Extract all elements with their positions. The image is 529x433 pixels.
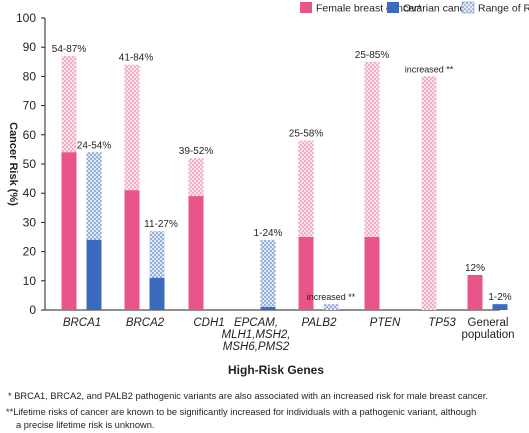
ovarian-solid-bar (492, 304, 508, 310)
breast-range-bar (421, 76, 437, 311)
breast-solid-bar (188, 196, 204, 310)
ovarian-data-label: increased ** (307, 292, 356, 302)
legend-swatch (461, 1, 475, 14)
x-axis-title: High-Risk Genes (228, 363, 324, 377)
x-category-label: PALB2 (302, 317, 338, 329)
footnote-increased-risk: **Lifetime risks of cancer are known to … (6, 406, 526, 432)
footnote-increased-risk-line1: **Lifetime risks of cancer are known to … (6, 407, 477, 417)
legend-label: Ovarian cancer (403, 3, 475, 15)
y-tick-label-20: 20 (23, 245, 37, 259)
y-tick-label-30: 30 (23, 215, 37, 229)
y-axis-title: Cancer Risk (%) (7, 122, 19, 206)
legend-swatch (300, 2, 312, 13)
ovarian-solid-bar (149, 277, 165, 310)
x-category-label: CDH1 (193, 317, 224, 329)
breast-solid-bar (364, 237, 380, 310)
x-category-label: MSH6,PMS2 (223, 341, 290, 353)
ovarian-range-bar (260, 239, 276, 310)
y-tick-label-90: 90 (23, 40, 37, 54)
ovarian-range-bar (323, 304, 339, 310)
y-tick-label-0: 0 (29, 303, 36, 317)
x-category-label: BRCA2 (126, 317, 165, 329)
breast-solid-bar (61, 152, 77, 310)
legend-label: Range of Reported Risk (478, 3, 529, 15)
y-tick-label-10: 10 (23, 274, 37, 288)
breast-data-label: 39-52% (179, 146, 214, 157)
breast-solid-bar (467, 274, 483, 310)
y-tick-label-60: 60 (23, 128, 37, 142)
breast-solid-bar (124, 190, 140, 310)
breast-data-label: 12% (465, 263, 485, 274)
footnote-increased-risk-line2: a precise lifetime risk is unknown. (16, 420, 155, 430)
x-category-label: General (468, 317, 509, 329)
x-category-label: MLH1,MSH2, (221, 329, 290, 341)
ovarian-data-label: 1-2% (488, 292, 511, 303)
x-category-label: EPCAM, (234, 317, 278, 329)
y-tick-label-50: 50 (23, 157, 37, 171)
y-tick-label-70: 70 (23, 99, 37, 113)
footnote-male-breast-cancer: * BRCA1, BRCA2, and PALB2 pathogenic var… (8, 391, 488, 401)
ovarian-solid-bar (86, 239, 102, 310)
breast-data-label: 25-58% (289, 129, 324, 140)
x-category-label: BRCA1 (63, 317, 101, 329)
y-tick-label-100: 100 (16, 11, 36, 25)
ovarian-data-label: 1-24% (254, 228, 283, 239)
y-tick-label-40: 40 (23, 186, 37, 200)
x-category-label: population (461, 329, 514, 341)
x-category-label: TP53 (428, 317, 456, 329)
ovarian-solid-bar (260, 307, 276, 310)
breast-data-label: 25-85% (355, 50, 390, 61)
y-tick-label-80: 80 (23, 69, 37, 83)
cancer-risk-chart: 0 10 20 30 40 50 60 70 80 90 100 Cancer Risk (%) Hig… (7, 1, 529, 377)
breast-solid-bar (298, 237, 314, 310)
breast-data-label: increased ** (405, 64, 454, 74)
legend-swatch (387, 2, 399, 13)
breast-data-label: 54-87% (52, 44, 87, 55)
ovarian-data-label: 11-27% (144, 219, 178, 230)
x-category-label: PTEN (370, 317, 401, 329)
breast-data-label: 41-84% (119, 53, 154, 64)
ovarian-data-label: 24-54% (77, 140, 112, 151)
